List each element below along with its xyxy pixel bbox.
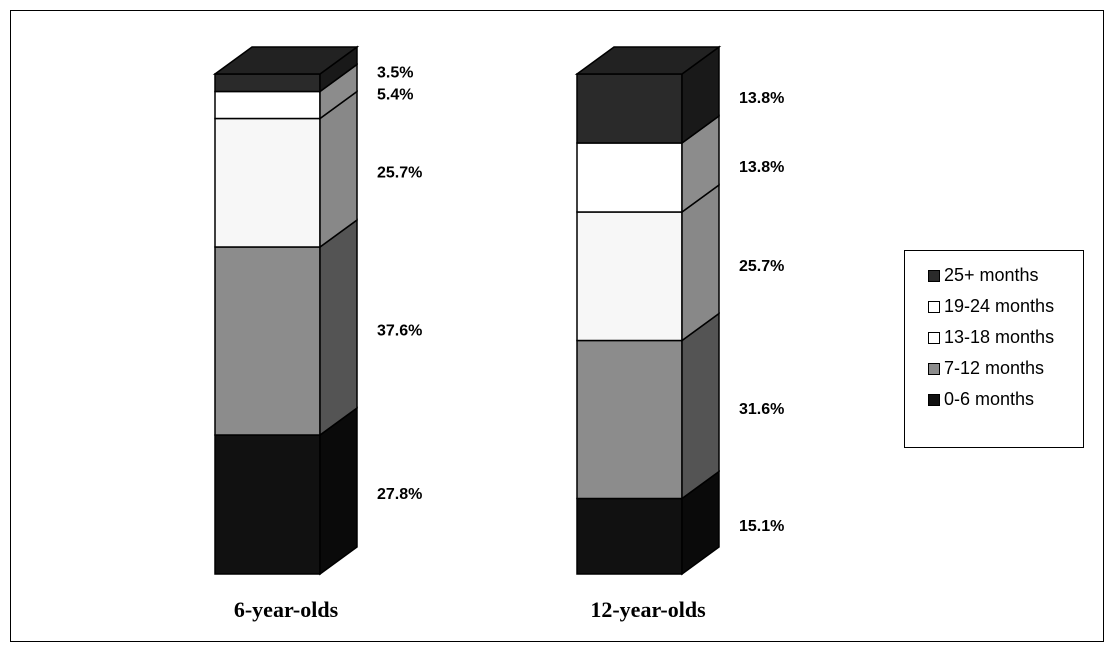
category-label: 12-year-olds <box>590 597 706 622</box>
bar-segment-front <box>576 497 683 575</box>
legend: 25+ months 19-24 months 13-18 months 7-1… <box>904 250 1084 448</box>
bar-segment-front <box>576 73 683 144</box>
data-label: 3.5% <box>377 64 413 81</box>
bar-segment-front <box>214 73 321 93</box>
legend-swatch <box>928 269 940 282</box>
legend-item: 0-6 months <box>928 384 1083 415</box>
legend-item: 7-12 months <box>928 353 1083 384</box>
legend-item: 19-24 months <box>928 291 1083 322</box>
legend-label: 0-6 months <box>944 389 1035 409</box>
data-label: 25.7% <box>739 258 784 275</box>
bar-segment-side <box>681 312 720 500</box>
legend-swatch <box>928 362 940 375</box>
data-label: 25.7% <box>377 164 422 181</box>
data-label: 13.8% <box>739 90 784 107</box>
bar-segment-front <box>576 142 683 213</box>
legend-label: 13-18 months <box>944 327 1055 347</box>
bar-top-face <box>574 46 722 75</box>
category-label: 6-year-olds <box>234 597 339 622</box>
data-label: 5.4% <box>377 87 413 104</box>
legend-item: 25+ months <box>928 260 1083 291</box>
bar-segment-front <box>214 246 321 436</box>
bar-segment-front <box>214 117 321 248</box>
bar-top-face <box>212 46 360 75</box>
bar-segment-side <box>319 406 358 576</box>
bar-segment-front <box>214 434 321 575</box>
legend-swatch <box>928 393 940 406</box>
legend-item: 13-18 months <box>928 322 1083 353</box>
bar-segment-front <box>576 339 683 500</box>
bar-segment-front <box>576 211 683 342</box>
bar-segment-front <box>214 90 321 120</box>
legend-swatch <box>928 331 940 344</box>
legend-label: 25+ months <box>944 265 1039 285</box>
bar-segment-side <box>319 218 358 437</box>
data-label: 15.1% <box>739 518 784 535</box>
data-label: 13.8% <box>739 159 784 176</box>
legend-label: 7-12 months <box>944 358 1045 378</box>
legend-swatch <box>928 300 940 313</box>
legend-label: 19-24 months <box>944 296 1055 316</box>
data-label: 37.6% <box>377 323 422 340</box>
data-label: 31.6% <box>739 401 784 418</box>
data-label: 27.8% <box>377 486 422 503</box>
